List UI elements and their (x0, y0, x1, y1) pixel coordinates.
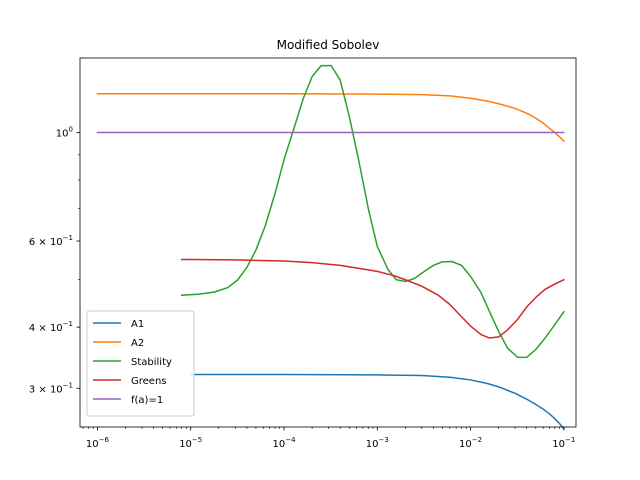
y-tick-label: 100 (56, 125, 73, 139)
y-tick-label-base: 10 (50, 323, 63, 334)
y-tick-label-exponent: −1 (63, 381, 73, 389)
x-tick-label-base: 10 (272, 439, 285, 450)
x-tick-label-exponent: −5 (192, 436, 202, 444)
x-tick-label-exponent: −4 (285, 436, 296, 444)
y-tick-label: 3 × 10−1 (29, 381, 73, 395)
y-tick-label-exponent: 0 (69, 125, 73, 133)
x-tick-label-base: 10 (86, 439, 99, 450)
x-tick-label: 10−1 (552, 436, 575, 450)
series-line-a1 (189, 373, 565, 430)
x-tick-label: 10−3 (366, 436, 389, 450)
x-tick-label-exponent: −1 (565, 436, 575, 444)
y-tick-label: 4 × 10−1 (29, 320, 73, 334)
plot-frame (79, 57, 577, 428)
x-tick-label: 10−5 (179, 436, 202, 450)
x-tick-label: 10−6 (86, 436, 110, 450)
legend-frame (86, 310, 195, 417)
y-tick-label: 6 × 10−1 (29, 234, 73, 248)
legend-label: Greens (131, 376, 167, 387)
y-tick-label-base: 10 (50, 237, 63, 248)
legend-label: A2 (131, 338, 144, 349)
series-line-greens (180, 258, 565, 339)
x-tick-label-base: 10 (459, 439, 472, 450)
series-layer (96, 64, 565, 430)
x-tick-label-base: 10 (179, 439, 192, 450)
y-tick-label-base: 10 (56, 128, 69, 139)
chart-title: Modified Sobolev (277, 38, 380, 52)
y-tick-label-mantissa: 3 × (29, 384, 50, 395)
y-tick-label-mantissa: 6 × (29, 237, 50, 248)
series-line-a2 (96, 93, 565, 143)
y-tick-label-exponent: −1 (63, 234, 73, 242)
x-tick-label-base: 10 (366, 439, 379, 450)
x-tick-label-base: 10 (552, 439, 565, 450)
legend-label: A1 (131, 319, 144, 330)
x-tick-label: 10−2 (459, 436, 482, 450)
x-tick-label-exponent: −2 (472, 436, 482, 444)
legend-label: f(a)=1 (131, 395, 163, 406)
series-line-stability (180, 64, 565, 359)
x-tick-label-exponent: −6 (99, 436, 110, 444)
y-tick-label-mantissa: 4 × (29, 323, 50, 334)
x-tick-label: 10−4 (272, 436, 296, 450)
y-tick-label-exponent: −1 (63, 320, 73, 328)
chart-legend: A1 A2 Stability Greens f(a)=1 (86, 310, 195, 417)
legend-label: Stability (131, 357, 172, 368)
y-tick-label-base: 10 (50, 384, 63, 395)
x-tick-label-exponent: −3 (378, 436, 388, 444)
